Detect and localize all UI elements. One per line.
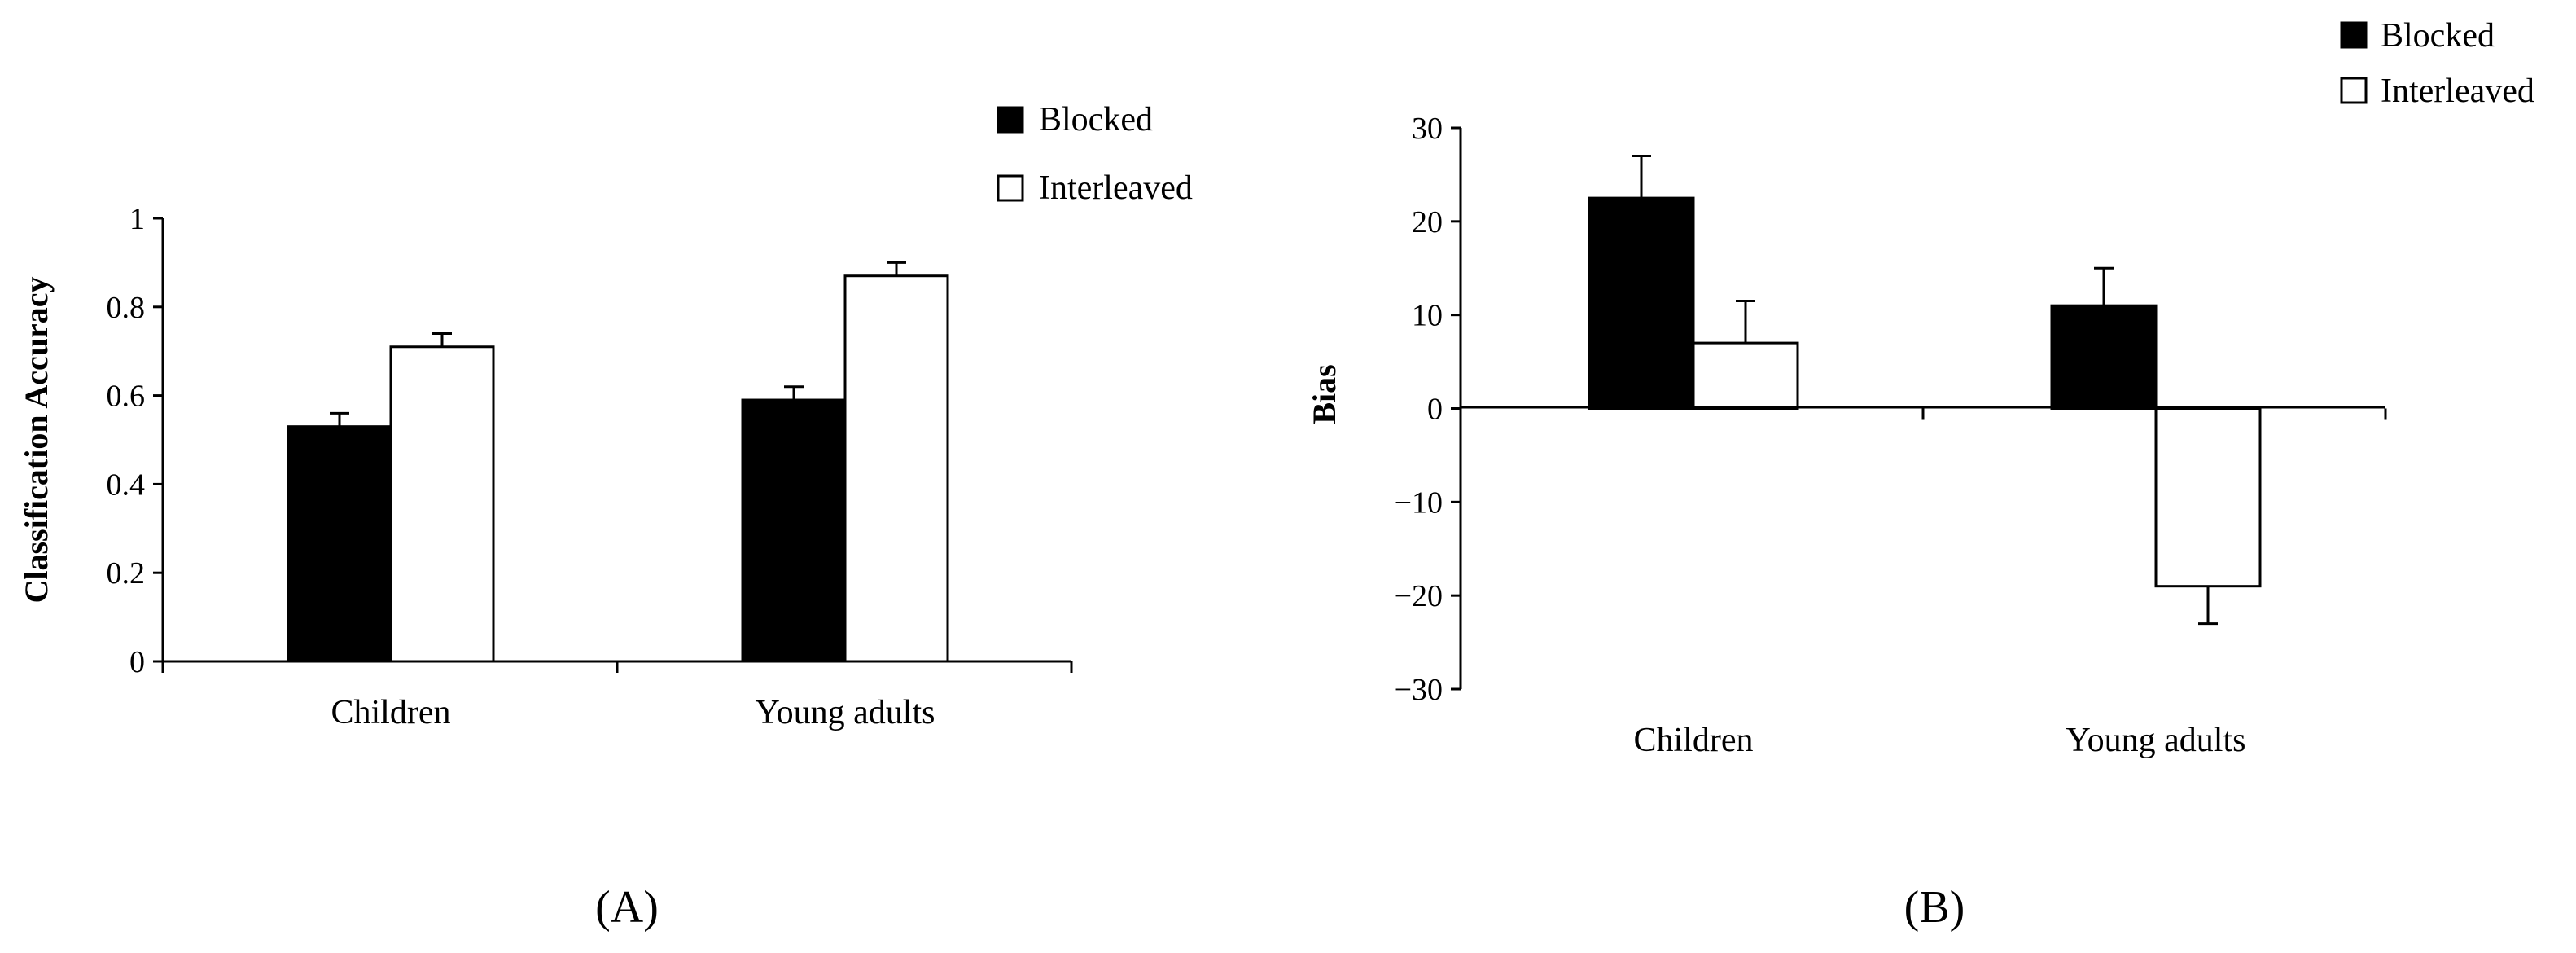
panel-b-error-bar-interleaved-young-adults bbox=[2198, 586, 2218, 626]
panel-b-label: (B) bbox=[1904, 882, 1965, 933]
panel-b-error-bar-interleaved-children bbox=[1736, 299, 1755, 344]
panel-b-bar-blocked-children bbox=[1588, 196, 1695, 410]
panel-a-category-label-young-adults: Young adults bbox=[756, 694, 935, 731]
panel-a-error-bar-interleaved-young-adults bbox=[887, 261, 906, 276]
panel-b-category-label-young-adults: Young adults bbox=[2066, 722, 2246, 759]
panel-b-y-tick-label: 30 bbox=[1412, 112, 1443, 146]
panel-a-error-bar-blocked-young-adults bbox=[784, 385, 804, 401]
panel-b-legend-swatch-interleaved bbox=[2340, 77, 2368, 104]
panel-a-bar-blocked-young-adults bbox=[741, 398, 847, 663]
panel-b-bar-interleaved-children bbox=[1692, 341, 1799, 410]
panel-a-legend-label-blocked: Blocked bbox=[1039, 101, 1153, 138]
panel-a-y-tick-label: 0.8 bbox=[107, 291, 146, 325]
panel-a-error-bar-blocked-children bbox=[330, 411, 349, 427]
panel-b-error-bar-blocked-children bbox=[1632, 154, 1651, 199]
panel-b-bar-blocked-young-adults bbox=[2050, 304, 2158, 410]
panel-a-legend: Blocked Interleaved bbox=[997, 101, 1193, 207]
panel-a-bar-blocked-children bbox=[287, 425, 392, 663]
panel-b-y-tick-label: 20 bbox=[1412, 205, 1443, 239]
panel-a-legend-swatch-blocked bbox=[997, 106, 1024, 134]
panel-a-y-tick-label: 0 bbox=[129, 645, 145, 679]
panel-a-chart: 0 0.2 0.4 0.6 0.8 1 Classification Accuracy C… bbox=[18, 101, 1193, 933]
panel-a-y-tick-label: 1 bbox=[129, 202, 145, 236]
panel-b-y-tick-label: −10 bbox=[1395, 485, 1443, 520]
panel-b-y-axis-label: Bias bbox=[1306, 364, 1343, 424]
panel-a-error-bar-interleaved-children bbox=[432, 332, 452, 347]
panel-b-y-tick-label: −30 bbox=[1395, 673, 1443, 707]
panel-b-legend: Blocked Interleaved bbox=[2340, 17, 2534, 110]
panel-b-legend-label-interleaved: Interleaved bbox=[2381, 72, 2534, 110]
panel-a-label: (A) bbox=[595, 882, 659, 933]
panel-b-legend-label-blocked: Blocked bbox=[2381, 17, 2495, 55]
panel-a-bar-interleaved-young-adults bbox=[843, 274, 949, 663]
panel-b-y-tick-label: 10 bbox=[1412, 299, 1443, 333]
panel-b-chart: 30 20 10 0 −10 −20 −30 Bias Children Young adu… bbox=[1306, 17, 2534, 933]
panel-a-y-tick-label: 0.6 bbox=[107, 380, 146, 414]
panel-a-y-axis-label: Classification Accuracy bbox=[18, 276, 55, 603]
panel-a-y-tick-label: 0.2 bbox=[107, 556, 146, 591]
panel-b-error-bar-blocked-young-adults bbox=[2094, 266, 2114, 306]
panel-b-category-label-children: Children bbox=[1634, 722, 1754, 759]
panel-b-bar-interleaved-young-adults bbox=[2154, 407, 2262, 588]
panel-a-category-label-children: Children bbox=[331, 694, 451, 731]
panel-a-y-tick-label: 0.4 bbox=[107, 468, 146, 502]
panel-b-y-tick-label: 0 bbox=[1427, 393, 1443, 427]
panel-b-y-tick-label: −20 bbox=[1395, 579, 1443, 613]
panel-b-legend-swatch-blocked bbox=[2340, 21, 2368, 49]
panel-a-legend-label-interleaved: Interleaved bbox=[1039, 169, 1193, 207]
panel-a-legend-swatch-interleaved bbox=[997, 174, 1024, 202]
panel-a-bar-interleaved-children bbox=[389, 345, 495, 663]
